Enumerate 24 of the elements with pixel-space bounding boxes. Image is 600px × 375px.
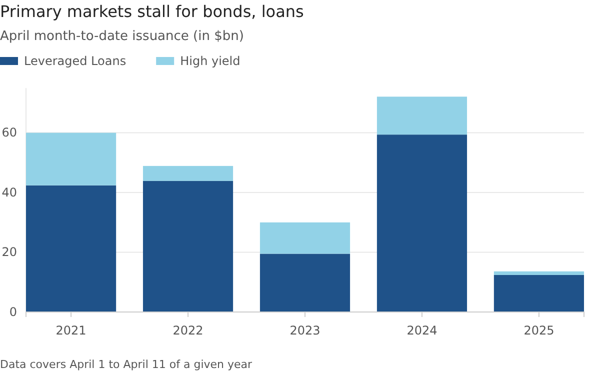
bar	[494, 271, 584, 275]
legend-label: High yield	[180, 54, 240, 68]
x-tick-label: 2021	[56, 323, 86, 338]
bar	[260, 222, 350, 254]
bar	[376, 96, 468, 135]
text: Data covers April 1 to April 11 of a given year	[0, 358, 253, 371]
x-tick-label: 2022	[172, 323, 204, 338]
y-tick-label: 60	[2, 126, 17, 140]
chart-subtitle: April month-to-date issuance (in $bn)	[0, 29, 244, 44]
bar	[376, 134, 468, 312]
x-tick-label: 2023	[290, 323, 320, 338]
bar	[494, 274, 584, 312]
bar	[142, 180, 234, 312]
legend-label: Leveraged Loans	[24, 54, 126, 68]
chart-title: Primary markets stall for bonds, loans	[0, 2, 304, 21]
bar	[142, 166, 234, 181]
x-tick-label: 2024	[406, 323, 438, 338]
bar	[260, 254, 350, 312]
y-tick-label: 20	[2, 245, 17, 260]
y-tick-label: 0	[9, 304, 17, 319]
x-tick-label: 2025	[524, 323, 554, 338]
y-tick-label: 40	[2, 185, 17, 200]
bar	[26, 185, 116, 312]
bar	[26, 132, 116, 186]
